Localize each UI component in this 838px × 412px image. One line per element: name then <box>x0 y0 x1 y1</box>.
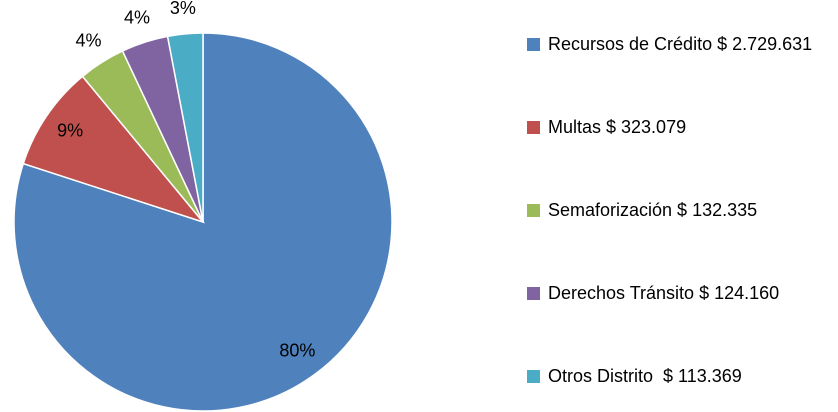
data-label: 4% <box>124 8 150 28</box>
legend-swatch <box>527 38 540 51</box>
legend-swatch <box>527 204 540 217</box>
pie-slice <box>22 75 206 224</box>
data-label: 80% <box>279 341 315 361</box>
pie-area: 80% 9% 4% 4% 3% <box>13 0 393 412</box>
data-label: 3% <box>170 0 196 18</box>
legend-label: Semaforización $ 132.335 <box>548 200 758 220</box>
legend-label: Otros Distrito $ 113.369 <box>548 366 742 386</box>
data-label: 4% <box>76 30 102 50</box>
legend-item: Semaforización $ 132.335 <box>527 198 838 222</box>
pie-slice <box>166 32 204 223</box>
legend: Recursos de Crédito $ 2.729.631 Multas $ … <box>527 32 838 388</box>
legend-item: Derechos Tránsito $ 124.160 <box>527 281 838 305</box>
legend-item: Recursos de Crédito $ 2.729.631 <box>527 32 838 56</box>
legend-item: Multas $ 323.079 <box>527 115 838 139</box>
legend-label: Multas $ 323.079 <box>548 117 687 137</box>
data-label: 9% <box>57 120 83 140</box>
legend-label: Derechos Tránsito $ 124.160 <box>548 283 780 303</box>
legend-item: Otros Distrito $ 113.369 <box>527 364 838 388</box>
legend-swatch <box>527 121 540 134</box>
legend-swatch <box>527 370 540 383</box>
legend-label: Recursos de Crédito $ 2.729.631 <box>548 34 813 54</box>
legend-swatch <box>527 287 540 300</box>
